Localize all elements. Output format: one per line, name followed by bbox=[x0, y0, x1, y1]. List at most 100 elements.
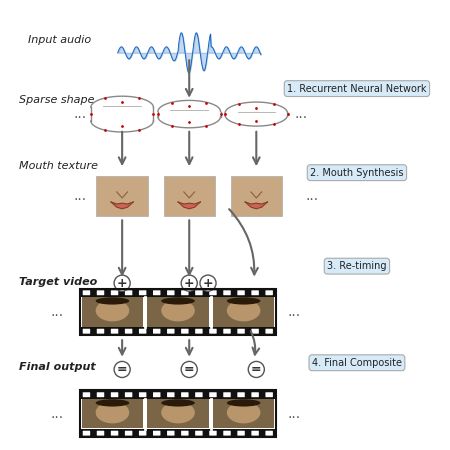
FancyBboxPatch shape bbox=[153, 290, 161, 295]
Point bbox=[150, 111, 157, 118]
Text: Final output: Final output bbox=[19, 362, 96, 372]
Circle shape bbox=[114, 361, 130, 378]
FancyBboxPatch shape bbox=[195, 392, 203, 397]
FancyBboxPatch shape bbox=[237, 329, 245, 334]
FancyBboxPatch shape bbox=[266, 392, 273, 397]
FancyBboxPatch shape bbox=[209, 431, 216, 436]
Point bbox=[203, 122, 210, 129]
FancyBboxPatch shape bbox=[181, 431, 189, 436]
FancyBboxPatch shape bbox=[153, 392, 161, 397]
FancyBboxPatch shape bbox=[266, 329, 273, 334]
FancyBboxPatch shape bbox=[83, 392, 90, 397]
Text: +: + bbox=[117, 277, 127, 290]
FancyBboxPatch shape bbox=[139, 431, 146, 436]
Point bbox=[270, 101, 277, 108]
Ellipse shape bbox=[227, 297, 261, 305]
Ellipse shape bbox=[227, 300, 261, 321]
Circle shape bbox=[114, 275, 130, 291]
Text: =: = bbox=[251, 363, 261, 376]
FancyBboxPatch shape bbox=[111, 431, 118, 436]
Text: ...: ... bbox=[288, 407, 301, 421]
Point bbox=[136, 126, 143, 133]
FancyBboxPatch shape bbox=[82, 400, 143, 428]
FancyBboxPatch shape bbox=[125, 290, 132, 295]
Circle shape bbox=[200, 275, 216, 291]
Ellipse shape bbox=[227, 401, 261, 423]
Text: Target video: Target video bbox=[19, 277, 98, 287]
Point bbox=[185, 119, 193, 126]
Ellipse shape bbox=[161, 401, 195, 423]
Ellipse shape bbox=[96, 401, 129, 423]
Ellipse shape bbox=[161, 300, 195, 321]
Ellipse shape bbox=[96, 297, 129, 305]
FancyBboxPatch shape bbox=[209, 329, 216, 334]
Polygon shape bbox=[111, 202, 133, 209]
Point bbox=[253, 104, 260, 111]
Text: 2. Mouth Synthesis: 2. Mouth Synthesis bbox=[310, 168, 404, 178]
FancyBboxPatch shape bbox=[213, 400, 274, 428]
FancyBboxPatch shape bbox=[97, 392, 104, 397]
FancyBboxPatch shape bbox=[139, 329, 146, 334]
Text: ...: ... bbox=[294, 107, 308, 121]
Point bbox=[168, 122, 176, 129]
Ellipse shape bbox=[227, 399, 261, 406]
FancyBboxPatch shape bbox=[83, 431, 90, 436]
Circle shape bbox=[181, 361, 197, 378]
FancyBboxPatch shape bbox=[223, 329, 231, 334]
FancyBboxPatch shape bbox=[153, 329, 161, 334]
Point bbox=[203, 99, 210, 106]
FancyBboxPatch shape bbox=[111, 392, 118, 397]
FancyBboxPatch shape bbox=[213, 297, 274, 327]
FancyBboxPatch shape bbox=[111, 290, 118, 295]
FancyBboxPatch shape bbox=[148, 297, 209, 327]
FancyBboxPatch shape bbox=[223, 290, 231, 295]
Point bbox=[118, 98, 126, 105]
Point bbox=[221, 111, 229, 118]
Circle shape bbox=[181, 275, 197, 291]
Text: ...: ... bbox=[306, 189, 319, 203]
Point bbox=[168, 99, 176, 106]
Text: 3. Re-timing: 3. Re-timing bbox=[327, 261, 387, 271]
FancyBboxPatch shape bbox=[97, 290, 104, 295]
FancyBboxPatch shape bbox=[195, 290, 203, 295]
Text: Mouth texture: Mouth texture bbox=[19, 161, 98, 171]
FancyBboxPatch shape bbox=[153, 431, 161, 436]
Point bbox=[270, 120, 277, 127]
Text: Input audio: Input audio bbox=[28, 35, 91, 45]
FancyBboxPatch shape bbox=[125, 392, 132, 397]
FancyBboxPatch shape bbox=[209, 392, 216, 397]
FancyBboxPatch shape bbox=[139, 392, 146, 397]
FancyBboxPatch shape bbox=[125, 329, 132, 334]
FancyBboxPatch shape bbox=[80, 328, 276, 335]
Point bbox=[101, 95, 108, 102]
Point bbox=[87, 111, 94, 118]
FancyBboxPatch shape bbox=[237, 392, 245, 397]
Ellipse shape bbox=[161, 297, 195, 305]
Text: =: = bbox=[184, 363, 194, 376]
FancyBboxPatch shape bbox=[97, 431, 104, 436]
FancyBboxPatch shape bbox=[167, 329, 175, 334]
Point bbox=[185, 103, 193, 110]
FancyBboxPatch shape bbox=[195, 431, 203, 436]
Text: ...: ... bbox=[73, 189, 86, 203]
Text: =: = bbox=[117, 363, 127, 376]
Text: ...: ... bbox=[288, 305, 301, 319]
Point bbox=[284, 111, 291, 118]
FancyBboxPatch shape bbox=[223, 392, 231, 397]
Circle shape bbox=[248, 361, 264, 378]
FancyBboxPatch shape bbox=[97, 329, 104, 334]
FancyBboxPatch shape bbox=[230, 176, 282, 216]
FancyBboxPatch shape bbox=[80, 288, 276, 297]
FancyBboxPatch shape bbox=[195, 329, 203, 334]
Text: 1. Recurrent Neural Network: 1. Recurrent Neural Network bbox=[287, 84, 427, 94]
FancyBboxPatch shape bbox=[252, 290, 259, 295]
FancyBboxPatch shape bbox=[167, 290, 175, 295]
Text: Sparse shape: Sparse shape bbox=[19, 95, 95, 105]
Point bbox=[154, 111, 162, 118]
FancyBboxPatch shape bbox=[82, 297, 143, 327]
Ellipse shape bbox=[96, 300, 129, 321]
Polygon shape bbox=[178, 202, 200, 209]
Text: ...: ... bbox=[51, 407, 64, 421]
Point bbox=[118, 123, 126, 130]
Point bbox=[253, 117, 260, 124]
